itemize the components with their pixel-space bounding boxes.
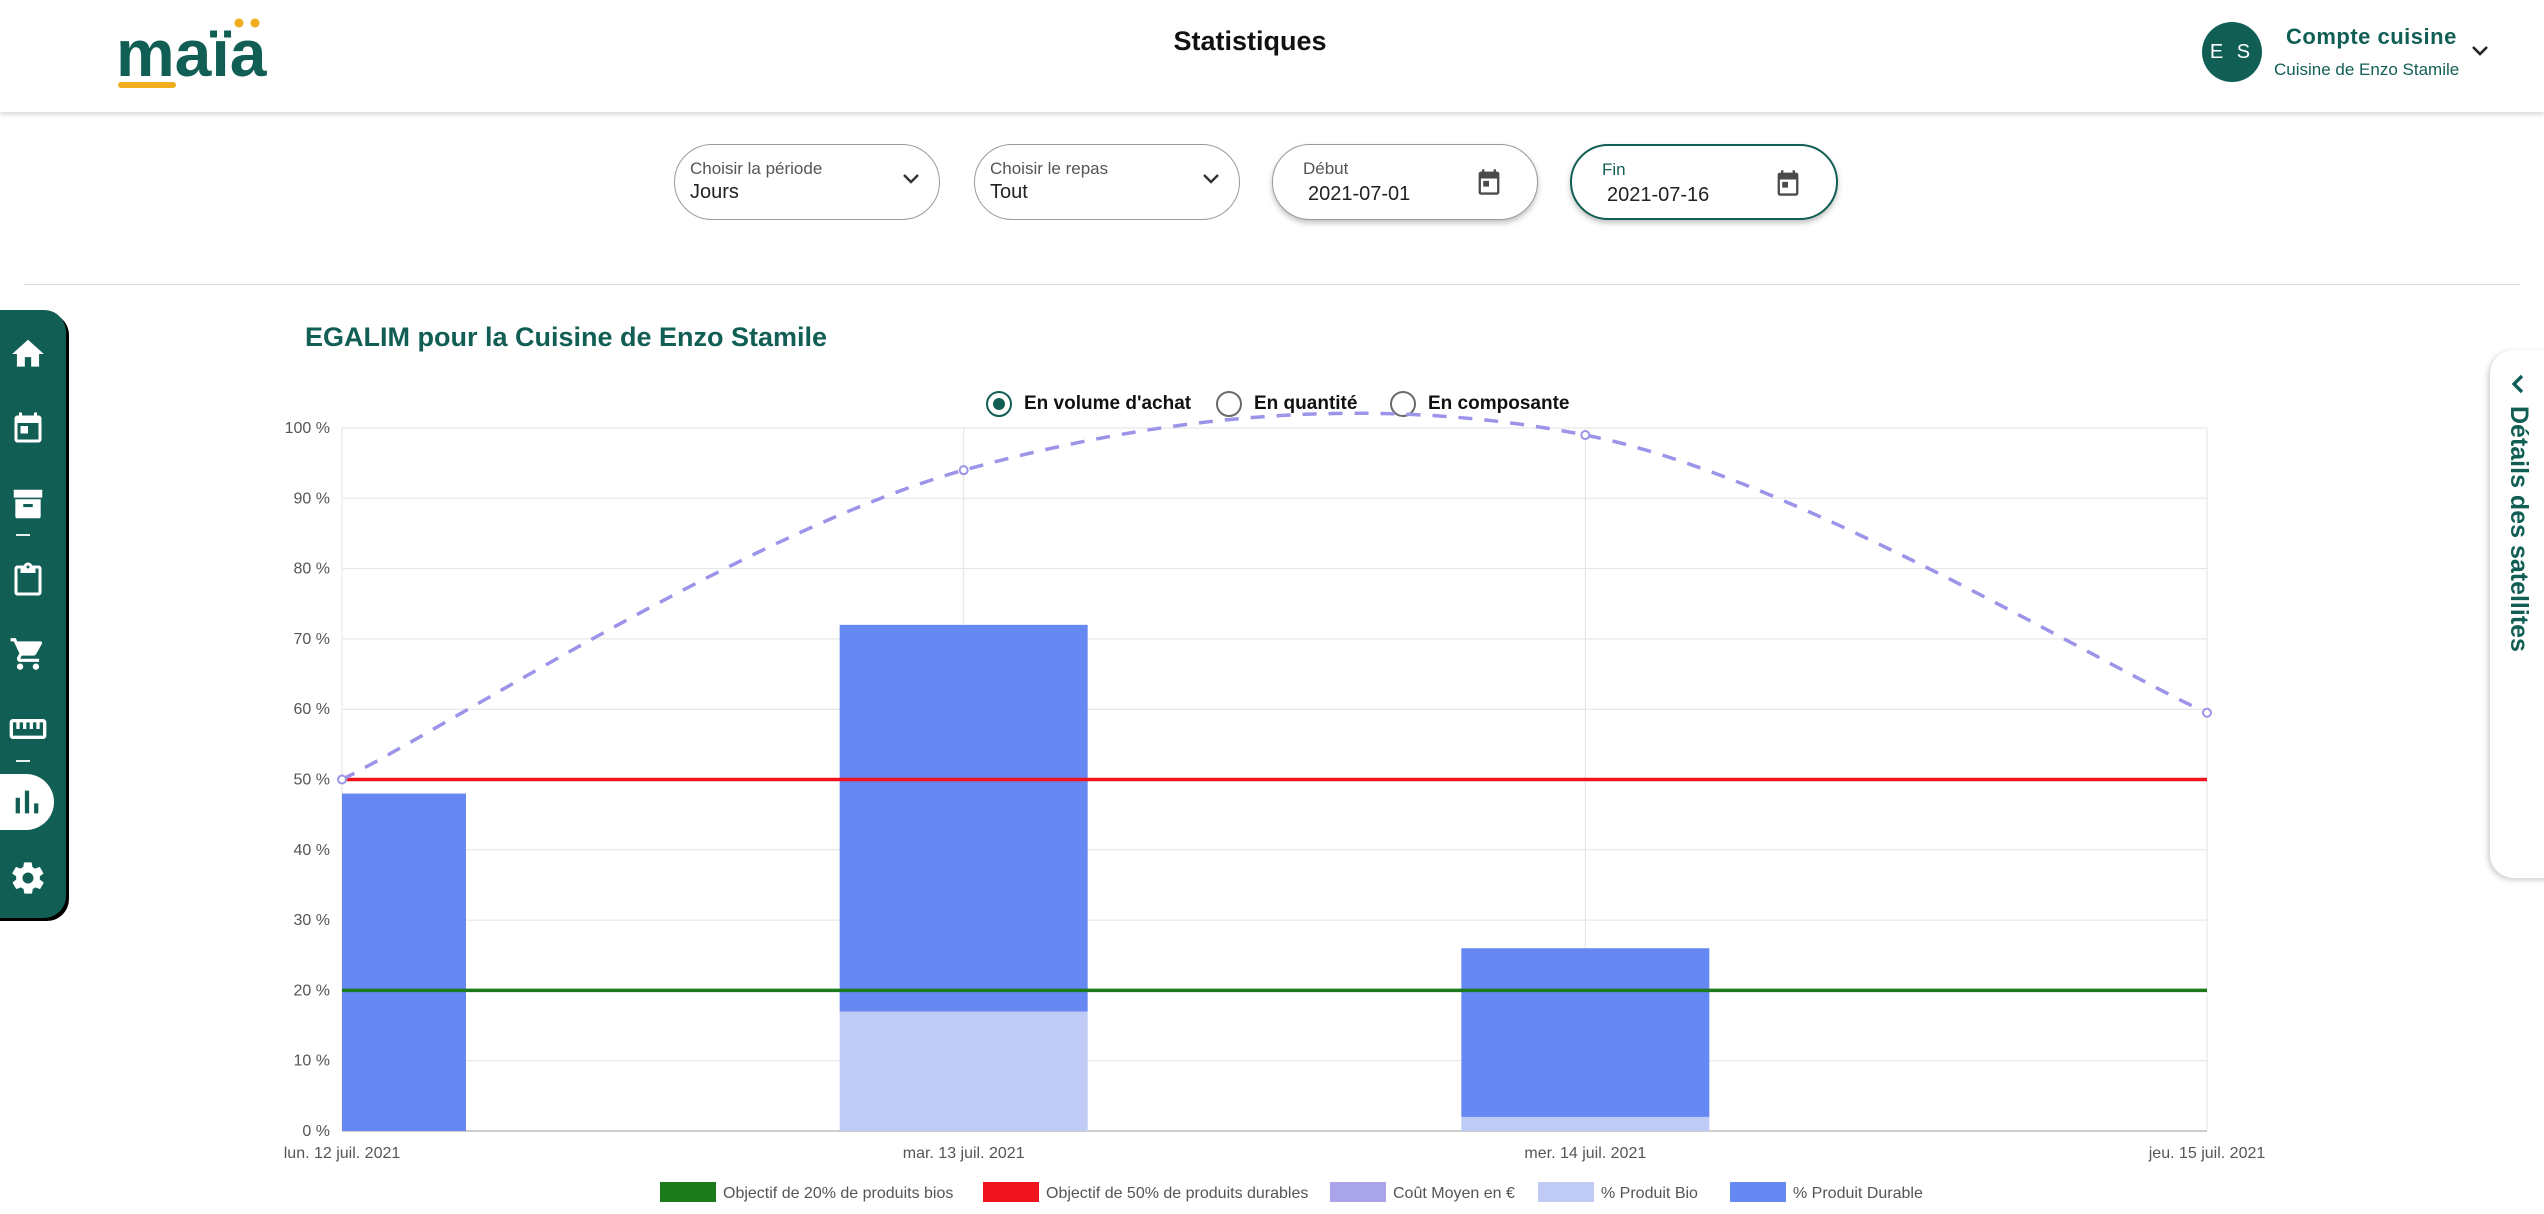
calendar-icon[interactable] — [1475, 167, 1503, 197]
x-tick-label: jeu. 15 juil. 2021 — [2148, 1145, 2266, 1162]
y-tick-label: 50 % — [294, 772, 330, 789]
section-divider — [24, 284, 2520, 285]
sidebar-item-clipboard[interactable] — [0, 551, 56, 607]
meal-select-label: Choisir le repas — [990, 159, 1109, 178]
x-tick-label: mar. 13 juil. 2021 — [903, 1145, 1025, 1162]
chevron-down-icon — [1203, 174, 1219, 184]
radio-volume-label: En volume d'achat — [1024, 393, 1192, 414]
y-tick-label: 100 % — [285, 420, 330, 437]
radio-volume-circle — [986, 391, 1012, 417]
end-date-label: Fin — [1602, 160, 1626, 179]
account-label: Compte cuisine — [2286, 24, 2457, 49]
y-tick-label: 20 % — [294, 982, 330, 999]
radio-quantity-label: En quantité — [1254, 393, 1358, 414]
kitchen-name: Cuisine de Enzo Stamile — [2274, 60, 2460, 79]
sidebar-item-archive[interactable] — [0, 476, 56, 532]
legend-swatch — [983, 1182, 1039, 1202]
x-tick-label: lun. 12 juil. 2021 — [284, 1145, 401, 1162]
legend-label: Objectif de 20% de produits bios — [723, 1185, 953, 1202]
chevron-down-icon — [903, 174, 919, 184]
start-date-value: 2021-07-01 — [1308, 183, 1411, 205]
sidebar-item-calendar[interactable] — [0, 401, 56, 457]
cost-line — [341, 411, 2208, 782]
meal-select-value: Tout — [990, 181, 1028, 203]
bar-chart-icon — [15, 790, 39, 814]
bar-durable — [839, 624, 1088, 1012]
calendar-icon[interactable] — [1774, 168, 1802, 198]
legend-label: % Produit Durable — [1793, 1185, 1923, 1202]
bar-durable — [342, 793, 466, 1131]
bar-bio — [1461, 1116, 1710, 1131]
clipboard-icon — [14, 562, 42, 596]
legend-swatch — [660, 1182, 716, 1202]
period-select-label: Choisir la période — [690, 159, 823, 178]
sidebar-item-ruler[interactable] — [0, 701, 56, 757]
period-select-value: Jours — [690, 181, 739, 203]
y-tick-label: 0 % — [302, 1123, 330, 1140]
calendar-icon — [14, 412, 42, 443]
legend-label: Coût Moyen en € — [1393, 1185, 1515, 1202]
y-tick-label: 30 % — [294, 912, 330, 929]
chevron-left-icon — [2511, 374, 2524, 394]
sidebar-nav — [0, 310, 66, 918]
sidebar-separator — [16, 760, 30, 762]
y-tick-label: 90 % — [294, 490, 330, 507]
avatar: E S — [2202, 22, 2262, 82]
bar-durable — [1461, 948, 1710, 1117]
sidebar-item-cart[interactable] — [0, 626, 56, 682]
legend-swatch — [1730, 1182, 1786, 1202]
legend-swatch — [1330, 1182, 1386, 1202]
cost-point — [958, 465, 969, 476]
sidebar-separator — [16, 534, 30, 536]
y-tick-label: 10 % — [294, 1053, 330, 1070]
sidebar-item-settings[interactable] — [0, 850, 56, 906]
cost-point — [337, 774, 347, 785]
gear-icon — [12, 862, 44, 894]
legend-label: Objectif de 50% de produits durables — [1046, 1185, 1308, 1202]
start-date-field[interactable]: Début 2021-07-01 — [1272, 144, 1538, 220]
period-select[interactable]: Choisir la période Jours — [674, 144, 940, 220]
chevron-down-icon[interactable] — [2470, 44, 2490, 58]
end-date-value: 2021-07-16 — [1607, 184, 1710, 206]
end-date-field[interactable]: Fin 2021-07-16 — [1570, 144, 1838, 220]
cart-icon — [10, 638, 43, 670]
radio-component-label: En composante — [1428, 393, 1570, 414]
meal-select[interactable]: Choisir le repas Tout — [974, 144, 1240, 220]
bar-bio — [839, 1011, 1088, 1131]
user-account-menu[interactable]: E S Compte cuisine Cuisine de Enzo Stami… — [2202, 22, 2502, 82]
cost-point — [1580, 430, 1591, 441]
cost-point — [2202, 707, 2212, 718]
legend-swatch — [1538, 1182, 1594, 1202]
chart-title: EGALIM pour la Cuisine de Enzo Stamile — [305, 322, 828, 352]
y-tick-label: 40 % — [294, 842, 330, 859]
y-tick-label: 60 % — [294, 701, 330, 718]
ruler-icon — [9, 719, 47, 739]
sidebar-item-home[interactable] — [0, 326, 56, 382]
y-tick-label: 70 % — [294, 631, 330, 648]
page-title: Statistiques — [1173, 26, 1327, 56]
top-bar: maïa Statistiques E S Compte cuisine Cui… — [0, 0, 2544, 112]
satellites-details-panel[interactable]: Détails des satellites — [2490, 350, 2544, 878]
x-tick-label: mer. 14 juil. 2021 — [1524, 1145, 1646, 1162]
y-tick-label: 80 % — [294, 561, 330, 578]
sidebar-item-statistics[interactable] — [0, 774, 54, 830]
satellites-details-label: Détails des satellites — [2505, 406, 2533, 652]
logo-text: maïa — [116, 16, 268, 90]
maia-logo[interactable]: maïa — [112, 14, 322, 100]
start-date-label: Début — [1303, 159, 1349, 178]
radio-quantity-circle — [1216, 391, 1242, 417]
legend-label: % Produit Bio — [1601, 1185, 1698, 1202]
home-icon — [12, 339, 44, 367]
archive-icon — [13, 489, 43, 519]
